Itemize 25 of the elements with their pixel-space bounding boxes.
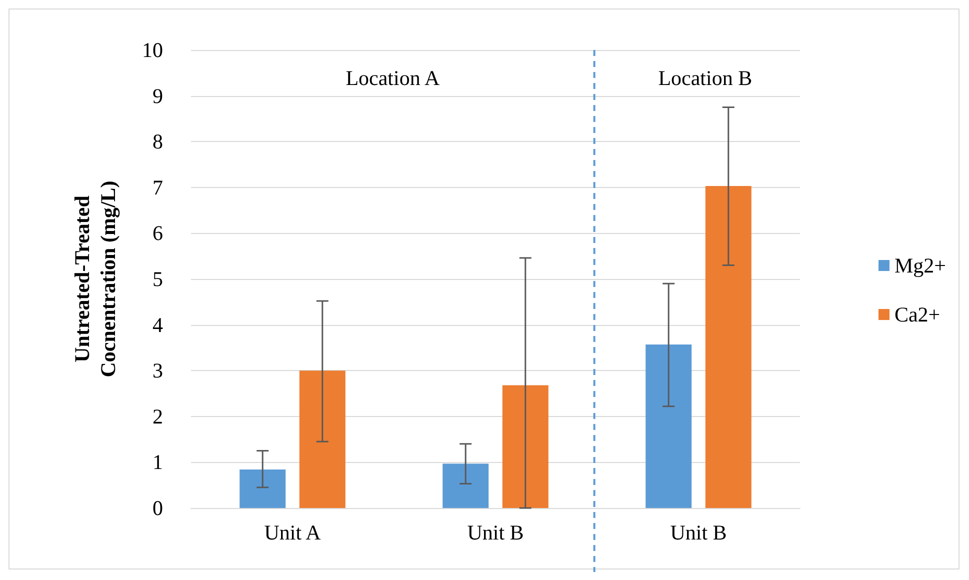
x-tick-label: Unit A <box>264 520 322 544</box>
bar <box>240 470 286 508</box>
annotation: Location A <box>346 66 440 90</box>
y-tick-label: 8 <box>152 130 163 154</box>
legend-label: Mg2+ <box>894 254 946 278</box>
y-tick-label: 6 <box>152 221 163 246</box>
y-tick-label: 10 <box>142 38 163 62</box>
y-tick-label: 3 <box>152 358 163 383</box>
bar <box>646 344 692 508</box>
bar <box>442 464 489 508</box>
x-tick-label: Unit B <box>670 520 727 544</box>
y-tick-label: 1 <box>152 450 163 474</box>
bar <box>502 385 548 508</box>
y-tick-label: 5 <box>152 267 163 291</box>
y-axis-title: Untreated-Treated Cocnentration (mg/L) <box>70 180 120 378</box>
y-tick-label: 4 <box>152 312 164 337</box>
legend-label: Ca2+ <box>894 302 940 326</box>
annotation: Location B <box>658 66 752 90</box>
y-tick-label: 2 <box>152 404 163 428</box>
y-tick-label: 7 <box>152 175 163 200</box>
bar <box>705 186 752 508</box>
y-tick-label: 9 <box>152 84 163 108</box>
x-tick-label: Unit B <box>467 520 524 544</box>
y-tick-label: 0 <box>152 496 163 520</box>
bar <box>299 370 346 508</box>
